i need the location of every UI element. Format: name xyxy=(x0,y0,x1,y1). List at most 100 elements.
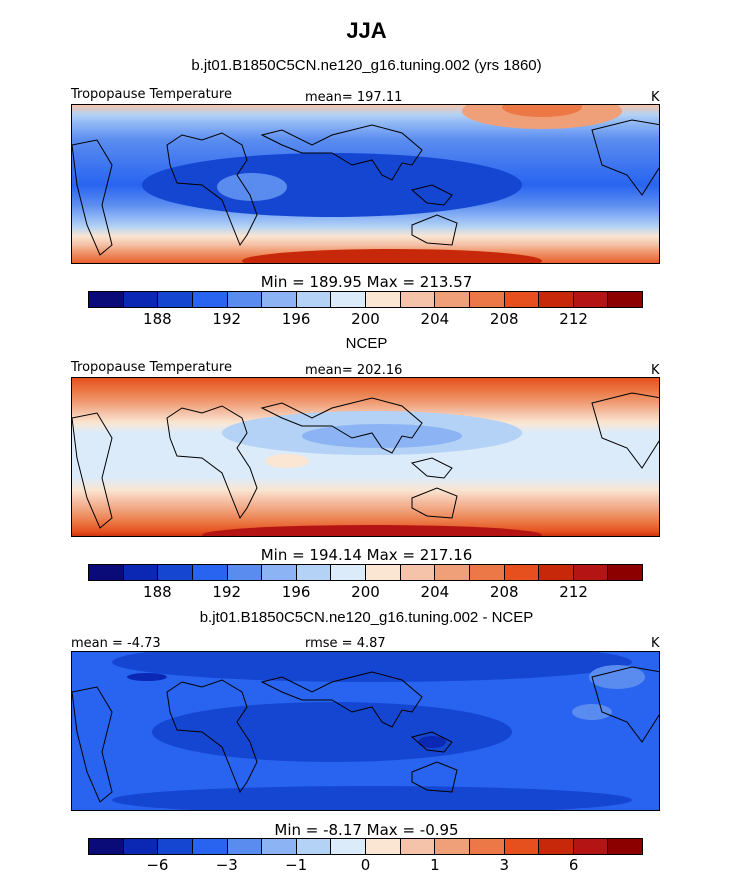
colorbar-swatch xyxy=(435,565,470,580)
colorbar-swatch xyxy=(262,839,297,854)
colorbar-tick-label: 196 xyxy=(281,310,311,328)
panel3-strong-spot2 xyxy=(418,736,446,748)
colorbar-swatch xyxy=(608,565,642,580)
panel2-header: NCEP xyxy=(345,335,388,352)
colorbar-swatch xyxy=(366,839,401,854)
colorbar-swatch xyxy=(366,292,401,307)
colorbar-tick-label: 200 xyxy=(351,310,380,328)
panel1-colorbar-ticks: 188 192 196 200 204 208 212 xyxy=(88,310,643,328)
colorbar-swatch xyxy=(89,565,124,580)
colorbar-swatch xyxy=(331,565,366,580)
colorbar-swatch xyxy=(504,565,540,580)
colorbar-tick-label: 6 xyxy=(568,856,579,874)
panel2-coastlines xyxy=(72,392,659,529)
panel2-warm-spot xyxy=(265,454,309,468)
panel2-units-label: K xyxy=(651,363,660,378)
panel3-weak-east xyxy=(589,665,645,689)
colorbar-tick-label: 196 xyxy=(281,583,311,601)
figure-title: JJA xyxy=(346,18,387,43)
colorbar-tick-label: 212 xyxy=(559,310,588,328)
colorbar-swatch xyxy=(158,292,193,307)
panel2-mean-label: mean= 202.16 xyxy=(305,363,403,378)
colorbar-swatch xyxy=(227,292,263,307)
panel3-mean-label: mean = -4.73 xyxy=(71,636,161,651)
colorbar-swatch xyxy=(192,565,228,580)
colorbar-swatch xyxy=(469,292,505,307)
colorbar-tick-label: 212 xyxy=(559,583,588,601)
colorbar-swatch xyxy=(539,839,574,854)
panel2-cold-core xyxy=(302,424,462,448)
panel3-strong-spot xyxy=(127,673,167,681)
colorbar-tick-label: 208 xyxy=(489,583,519,601)
colorbar-swatch xyxy=(192,839,228,854)
colorbar-swatch xyxy=(296,839,332,854)
colorbar-swatch xyxy=(400,292,436,307)
colorbar-tick-label: 204 xyxy=(420,310,450,328)
colorbar-swatch xyxy=(123,292,159,307)
colorbar-swatch xyxy=(262,292,297,307)
colorbar-swatch xyxy=(123,565,159,580)
colorbar-tick-label: −6 xyxy=(146,856,169,874)
panel1-header: b.jt01.B1850C5CN.ne120_g16.tuning.002 (y… xyxy=(191,57,542,74)
panel3-minmax-label: Min = -8.17 Max = -0.95 xyxy=(274,821,459,839)
colorbar-swatch xyxy=(331,839,366,854)
colorbar-swatch xyxy=(366,565,401,580)
colorbar-swatch xyxy=(400,565,436,580)
panel3-weak-east2 xyxy=(572,704,612,720)
colorbar-swatch xyxy=(539,292,574,307)
colorbar-swatch xyxy=(89,839,124,854)
panel1-mean-label: mean= 197.11 xyxy=(305,90,403,105)
colorbar-tick-label: 192 xyxy=(212,583,242,601)
colorbar-swatch xyxy=(331,292,366,307)
colorbar-tick-label: 200 xyxy=(351,583,380,601)
colorbar-swatch xyxy=(262,565,297,580)
panel3-colorbar xyxy=(88,838,643,855)
colorbar-swatch xyxy=(504,292,540,307)
colorbar-swatch xyxy=(539,565,574,580)
panel2-map xyxy=(71,377,660,537)
panel2-minmax-label: Min = 194.14 Max = 217.16 xyxy=(260,546,473,564)
colorbar-tick-label: 192 xyxy=(212,310,242,328)
panel1-warm-northeast-core xyxy=(502,105,582,117)
panel1-colorbar xyxy=(88,291,643,308)
colorbar-swatch xyxy=(573,292,609,307)
panel2-variable-label: Tropopause Temperature xyxy=(71,360,232,375)
panel1-warm-south xyxy=(242,249,542,263)
colorbar-swatch xyxy=(435,292,470,307)
panel1-variable-label: Tropopause Temperature xyxy=(71,87,232,102)
colorbar-swatch xyxy=(296,565,332,580)
colorbar-tick-label: 208 xyxy=(489,310,519,328)
colorbar-tick-label: 204 xyxy=(420,583,450,601)
colorbar-swatch xyxy=(573,839,609,854)
colorbar-tick-label: 3 xyxy=(499,856,510,874)
colorbar-swatch xyxy=(469,565,505,580)
colorbar-swatch xyxy=(400,839,436,854)
colorbar-tick-label: 0 xyxy=(360,856,371,874)
colorbar-swatch xyxy=(227,565,263,580)
colorbar-tick-label: 188 xyxy=(143,310,172,328)
panel1-map xyxy=(71,104,660,264)
panel3-header: b.jt01.B1850C5CN.ne120_g16.tuning.002 - … xyxy=(199,609,534,626)
panel3-coastlines xyxy=(72,666,659,803)
colorbar-tick-label: 188 xyxy=(143,583,172,601)
colorbar-swatch xyxy=(296,292,332,307)
panel1-coastlines xyxy=(72,119,659,256)
colorbar-tick-label: −1 xyxy=(285,856,308,874)
colorbar-swatch xyxy=(123,839,159,854)
panel1-warm-africa xyxy=(217,173,287,201)
panel3-region-south xyxy=(112,786,632,810)
colorbar-swatch xyxy=(608,839,642,854)
colorbar-swatch xyxy=(469,839,505,854)
colorbar-swatch xyxy=(158,839,193,854)
panel1-minmax-label: Min = 189.95 Max = 213.57 xyxy=(260,273,473,291)
panel3-region-mid xyxy=(152,702,512,762)
colorbar-swatch xyxy=(158,565,193,580)
colorbar-tick-label: 1 xyxy=(430,856,440,874)
colorbar-swatch xyxy=(227,839,263,854)
colorbar-swatch xyxy=(89,292,124,307)
panel2-field xyxy=(72,378,659,536)
colorbar-swatch xyxy=(435,839,470,854)
panel2-warm-south xyxy=(202,525,542,536)
colorbar-swatch xyxy=(192,292,228,307)
panel1-units-label: K xyxy=(651,90,660,105)
